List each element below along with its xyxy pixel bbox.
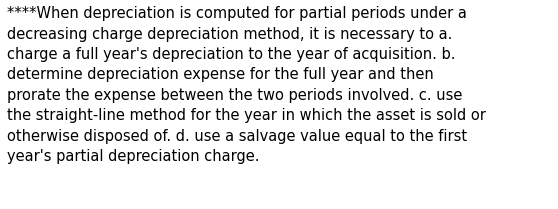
Text: ****When depreciation is computed for partial periods under a
decreasing charge : ****When depreciation is computed for pa…: [7, 6, 486, 164]
